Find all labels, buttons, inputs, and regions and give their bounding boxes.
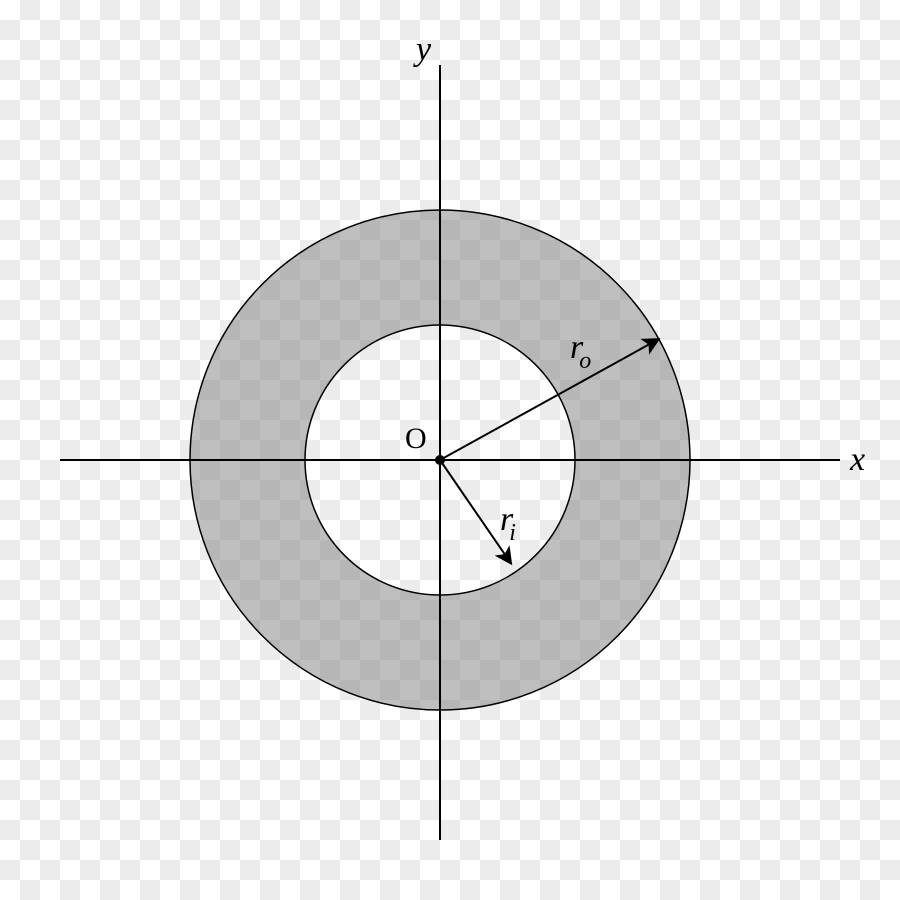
y-axis-label: y xyxy=(413,31,432,68)
annulus-diagram: x y O ro ri xyxy=(0,0,900,900)
x-axis-label: x xyxy=(849,441,865,478)
origin-label: O xyxy=(405,422,427,455)
origin-dot xyxy=(435,455,445,465)
